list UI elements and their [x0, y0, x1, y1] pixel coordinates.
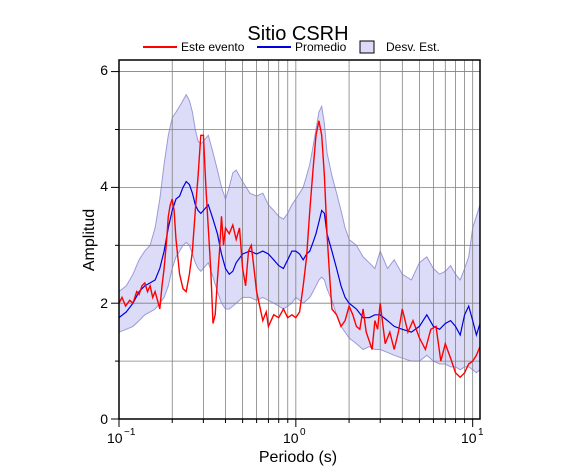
y-tick-label: 0 [100, 411, 108, 427]
y-axis-label: Amplitud [81, 209, 98, 271]
chart-title: Sitio CSRH [247, 23, 348, 45]
grid-vertical [119, 60, 474, 419]
y-tick-label: 4 [100, 178, 108, 194]
y-tick-label: 6 [100, 62, 108, 78]
legend-label-desv: Desv. Est. [386, 40, 440, 54]
series-promedio-line [119, 180, 480, 338]
x-tick-label: 10 1 [461, 427, 484, 446]
axis-ticks [111, 71, 474, 427]
y-tick-label: 2 [100, 295, 108, 311]
svg-text:10: 10 [283, 430, 299, 446]
series-este-evento-line [119, 120, 480, 379]
svg-text:0: 0 [300, 427, 306, 438]
x-tick-label: 10 −1 [107, 427, 136, 446]
x-axis-label: Periodo (s) [259, 449, 337, 466]
svg-text:1: 1 [478, 427, 484, 438]
std-dev-band [119, 93, 480, 374]
svg-text:10: 10 [107, 430, 123, 446]
legend-label-este: Este evento [181, 40, 245, 54]
x-tick-label: 10 0 [283, 427, 306, 446]
plot-area [119, 60, 480, 419]
svg-text:−1: −1 [124, 427, 136, 438]
legend-swatch-desv [359, 40, 375, 54]
grid-horizontal [119, 71, 480, 362]
legend-label-promedio: Promedio [295, 40, 347, 54]
svg-text:10: 10 [461, 430, 477, 446]
plot-frame [118, 59, 481, 420]
legend: Este evento Promedio Desv. Est. [143, 40, 440, 54]
